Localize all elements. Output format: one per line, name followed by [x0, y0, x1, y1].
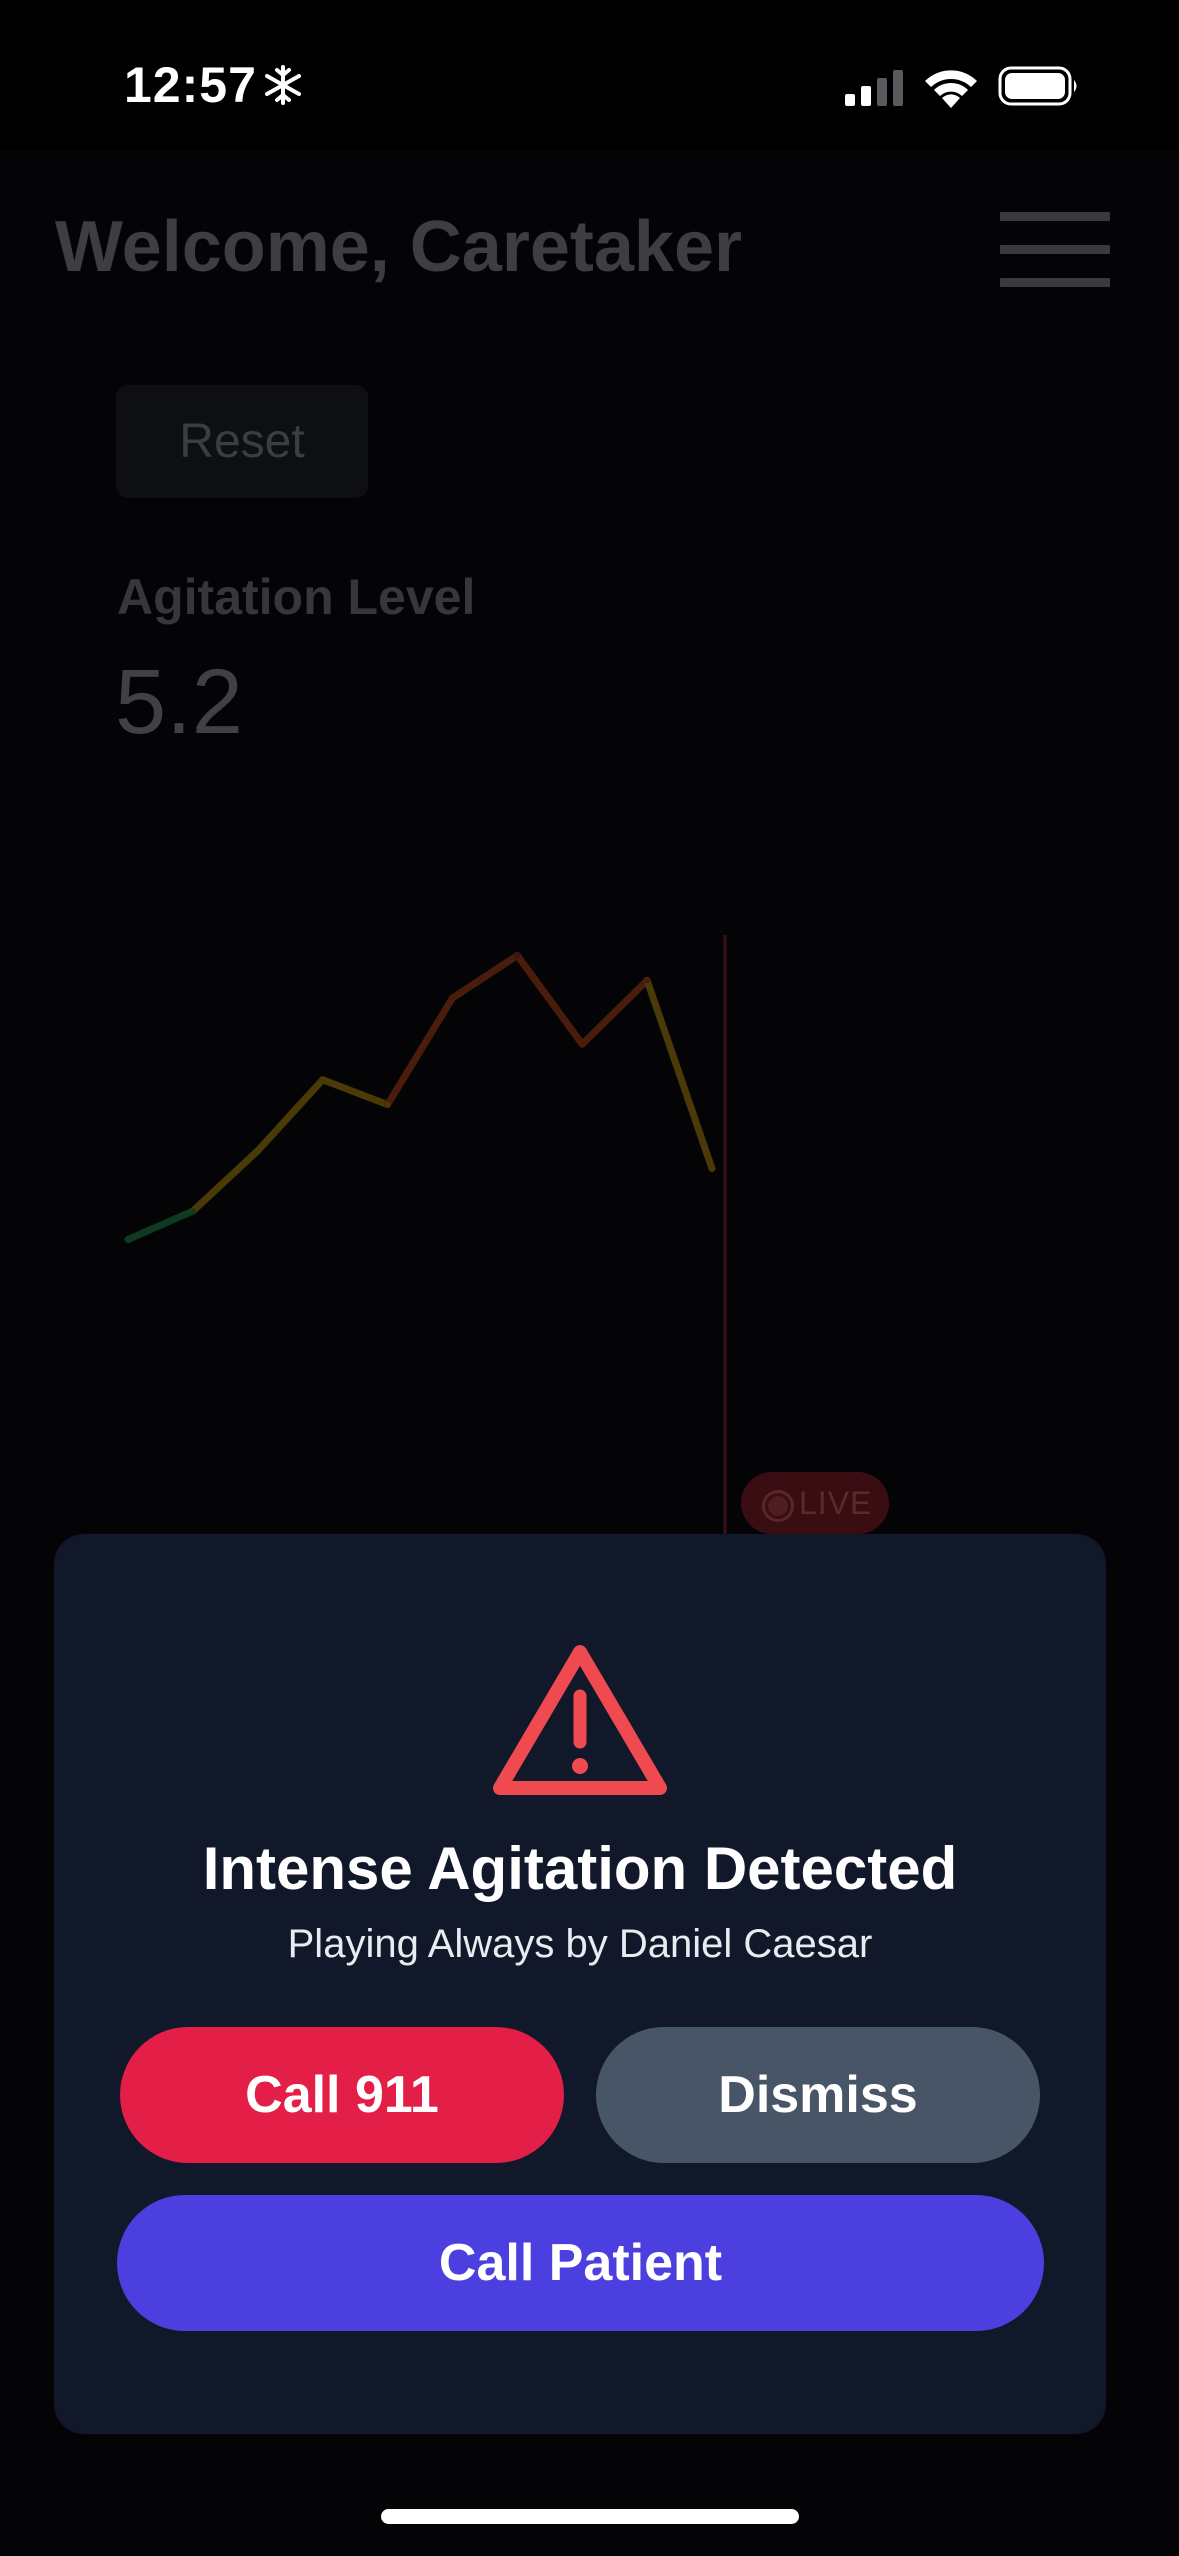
chart-point: [384, 1101, 391, 1108]
call-patient-button[interactable]: Call Patient: [117, 2195, 1044, 2331]
chart-line-segment: [643, 976, 716, 1172]
chart-point: [125, 1236, 131, 1243]
chart-line-segment: [124, 1207, 197, 1243]
hamburger-menu-icon[interactable]: [1000, 212, 1110, 288]
live-dot-icon: [765, 1493, 791, 1519]
status-bar: 12:57: [0, 0, 1179, 150]
status-time: 12:57: [124, 57, 257, 113]
agitation-line-chart: [124, 935, 727, 1690]
reset-button[interactable]: Reset: [116, 385, 368, 498]
chart-line-segment: [578, 976, 651, 1048]
agitation-alert-modal: Intense Agitation Detected Playing Alway…: [54, 1534, 1106, 2434]
chart-line-segment: [448, 952, 521, 1002]
page-title: Welcome, Caretaker: [55, 207, 743, 287]
chart-point: [254, 1147, 261, 1154]
chart-line-segment: [513, 952, 586, 1048]
agitation-level-label: Agitation Level: [117, 569, 476, 625]
chart-line-segment: [384, 994, 456, 1109]
chart-point: [189, 1208, 196, 1215]
chart-line-segment: [189, 1147, 262, 1215]
snowflake-icon: [265, 65, 301, 105]
chart-point: [709, 1165, 715, 1172]
chart-point: [579, 1041, 586, 1048]
chart-point: [319, 1076, 326, 1083]
chart-line-segment: [254, 1076, 327, 1155]
cellular-signal-icon: [845, 70, 903, 106]
live-badge: LIVE: [741, 1472, 889, 1534]
battery-icon: [998, 66, 1077, 106]
home-indicator[interactable]: [381, 2509, 799, 2524]
agitation-level-value: 5.2: [115, 651, 243, 753]
live-label: LIVE: [799, 1485, 873, 1521]
alert-subtitle: Playing Always by Daniel Caesar: [287, 1922, 873, 1966]
alert-title: Intense Agitation Detected: [202, 1835, 958, 1902]
chart-point: [514, 952, 521, 959]
chart-line-segment: [319, 1076, 392, 1109]
chart-point: [644, 977, 651, 984]
call-911-button[interactable]: Call 911: [120, 2027, 564, 2163]
wifi-icon: [925, 70, 977, 108]
warning-triangle-icon: [493, 1645, 667, 1795]
dismiss-button[interactable]: Dismiss: [596, 2027, 1040, 2163]
chart-point: [449, 995, 456, 1002]
